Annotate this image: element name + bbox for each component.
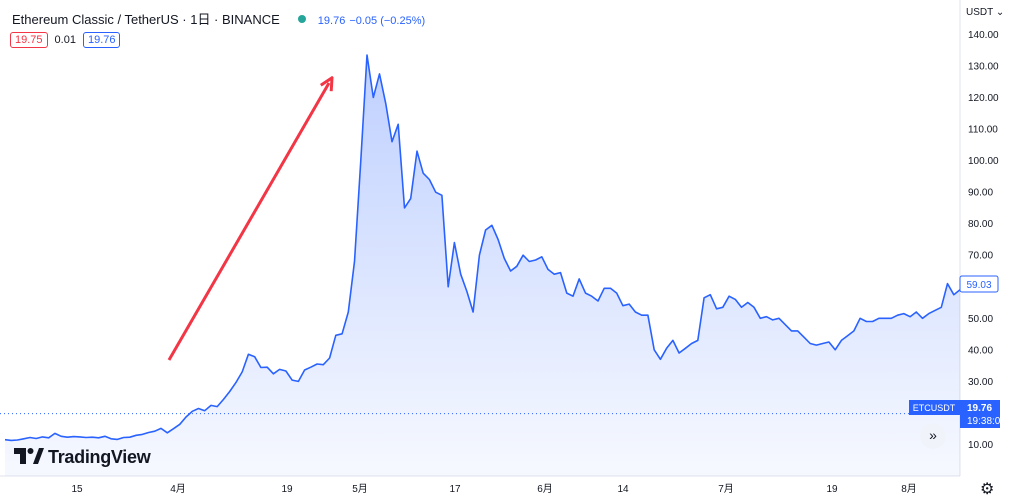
price-change: −0.05 (−0.25%) (349, 15, 426, 27)
time-tick-label: 5月 (352, 483, 368, 495)
tradingview-logo-icon[interactable] (14, 448, 44, 464)
quote-buttons: 19.75 0.01 19.76 (10, 32, 121, 48)
gear-icon[interactable]: ⚙ (980, 481, 995, 498)
current-price-label-box (960, 400, 1000, 428)
hover-price-label: 59.03 (966, 280, 991, 291)
buy-price-button[interactable]: 19.76 (82, 32, 121, 48)
price-axis[interactable]: 10.0020.0030.0040.0050.0060.0070.0080.00… (968, 30, 999, 451)
time-axis[interactable]: 15 4月 19 5月 17 6月 14 7月 19 8月 (71, 483, 916, 495)
price-tick-label: 110.00 (968, 125, 998, 136)
chevron-down-icon: ⌄ (995, 7, 1005, 18)
price-tick-label: 90.00 (968, 188, 993, 199)
scroll-to-realtime-button[interactable]: » (920, 423, 946, 449)
price-tick-label: 130.00 (968, 62, 999, 73)
price-tick-label: 100.00 (968, 156, 999, 167)
price-tick-label: 70.00 (968, 251, 993, 262)
price-tick-label: 140.00 (968, 30, 999, 41)
current-price-label: 19.76 (967, 403, 992, 414)
price-tick-label: 50.00 (968, 314, 993, 325)
symbol-header[interactable]: Ethereum Classic / TetherUS · 1日 · BINAN… (12, 9, 425, 28)
symbol-tag-box (909, 400, 960, 415)
time-tick-label: 19 (281, 484, 293, 495)
price-line (4, 54, 961, 442)
time-tick-label: 19 (826, 484, 838, 495)
time-tick-label: 8月 (901, 483, 917, 495)
time-tick-label: 4月 (170, 483, 186, 495)
time-tick-label: 14 (617, 484, 629, 495)
currency-selector[interactable]: USDT ⌄ (966, 7, 1004, 18)
tradingview-logo-text[interactable]: TradingView (48, 447, 151, 467)
price-tick-label: 40.00 (968, 345, 993, 356)
double-chevron-right-icon: » (929, 427, 937, 443)
time-tick-label: 6月 (537, 483, 553, 495)
time-tick-label: 15 (71, 484, 83, 495)
price-tick-label: 80.00 (968, 219, 993, 230)
symbol-tag: ETCUSDT (913, 403, 956, 413)
last-price: 19.76 (317, 15, 346, 27)
symbol-title[interactable]: Ethereum Classic / TetherUS · 1日 · BINAN… (12, 12, 280, 27)
sell-price-button[interactable]: 19.75 (10, 32, 48, 48)
time-tick-label: 7月 (718, 483, 734, 495)
price-tick-label: 30.00 (968, 377, 993, 388)
price-tick-label: 10.00 (968, 440, 993, 451)
annotation-arrow[interactable] (167, 83, 329, 361)
hover-price-label-box (959, 275, 999, 293)
spread-value: 0.01 (54, 34, 76, 46)
price-tick-label: 120.00 (968, 93, 999, 104)
time-tick-label: 17 (449, 484, 461, 495)
price-area-fill (5, 55, 960, 476)
market-open-dot (297, 15, 306, 23)
price-countdown: 19:38:04 (967, 416, 1006, 427)
currency-label: USDT (966, 7, 994, 18)
